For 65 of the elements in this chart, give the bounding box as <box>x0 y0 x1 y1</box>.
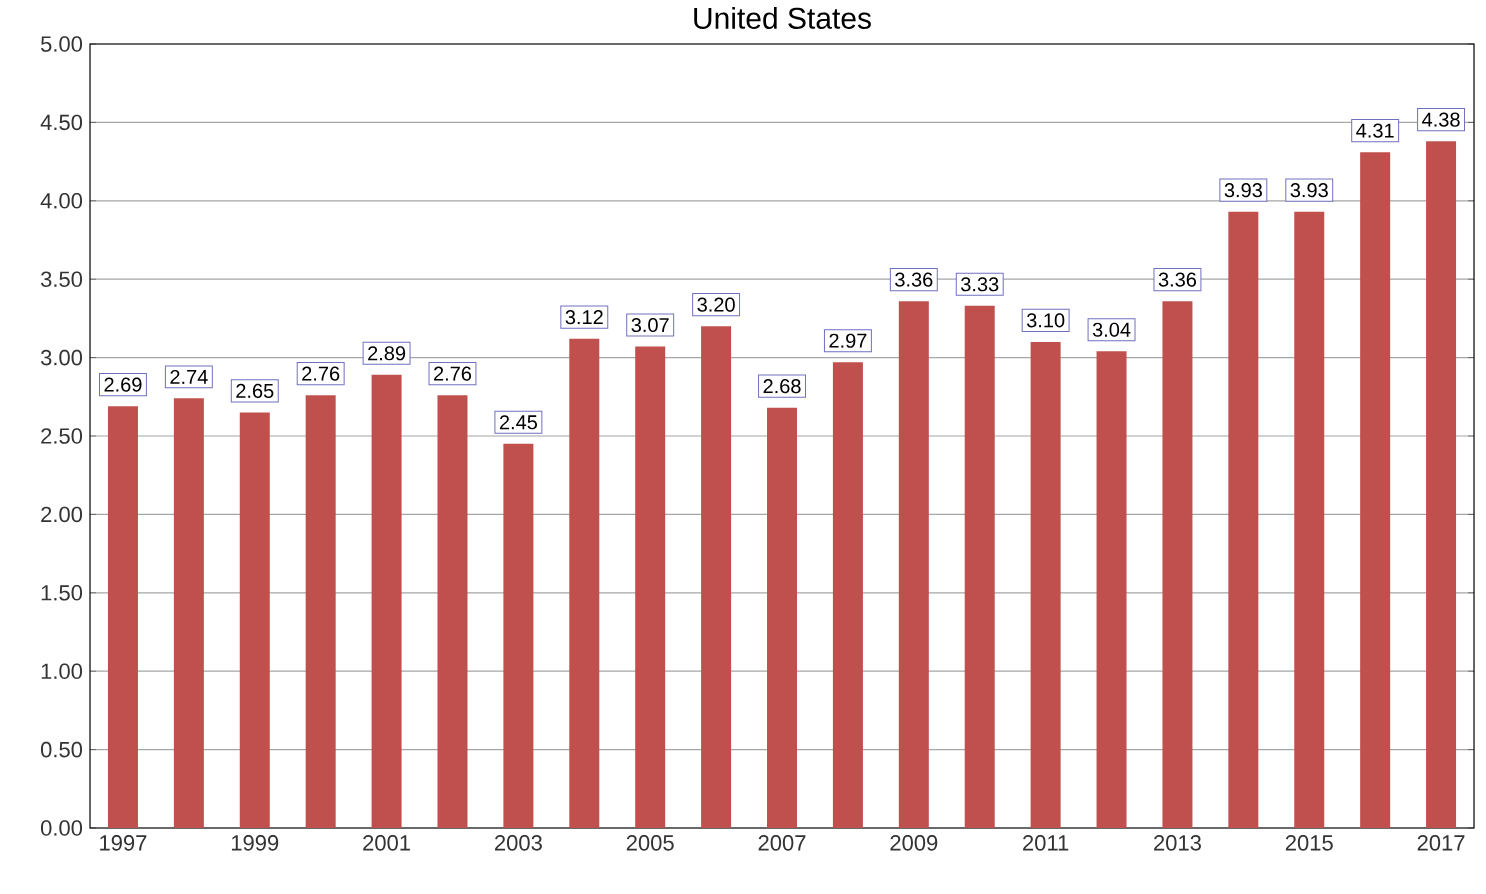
bar <box>371 374 402 828</box>
x-tick-label: 2017 <box>1417 835 1465 851</box>
x-tick-label: 2007 <box>758 835 806 851</box>
x-tick-label: 2001 <box>363 835 410 851</box>
bar <box>767 407 798 828</box>
data-label: 3.20 <box>697 297 735 312</box>
y-tick-label: 0.00 <box>40 820 83 836</box>
data-label: 3.93 <box>1224 183 1262 198</box>
data-label: 3.12 <box>565 310 603 325</box>
y-tick-label: 4.00 <box>40 193 83 209</box>
data-label: 2.97 <box>829 333 867 348</box>
data-label: 2.69 <box>104 377 142 392</box>
data-label: 3.10 <box>1026 313 1065 328</box>
y-tick-label: 5.00 <box>41 36 83 52</box>
y-tick-label: 1.50 <box>41 585 83 601</box>
bar <box>1030 341 1061 828</box>
bar <box>832 362 863 828</box>
y-tick-label: 2.00 <box>41 506 83 523</box>
x-tick-label: 2005 <box>626 835 674 851</box>
bar <box>1228 211 1259 828</box>
x-tick-label: 2013 <box>1154 835 1201 851</box>
data-label: 3.36 <box>1158 272 1197 287</box>
data-label: 4.31 <box>1356 123 1394 138</box>
data-label: 3.93 <box>1290 183 1328 198</box>
data-label: 2.76 <box>302 366 340 381</box>
bar <box>898 301 929 828</box>
data-label: 3.33 <box>961 277 999 292</box>
x-tick-label: 2011 <box>1023 835 1069 851</box>
data-label: 3.36 <box>895 272 933 287</box>
bar <box>1360 152 1391 828</box>
bar <box>635 346 666 828</box>
bar <box>1096 351 1127 828</box>
bar <box>1426 141 1457 828</box>
x-tick-label: 2003 <box>495 835 542 851</box>
data-label: 3.07 <box>631 317 669 333</box>
x-tick-label: 1999 <box>231 835 279 851</box>
bar <box>701 326 732 828</box>
data-label: 4.38 <box>1422 112 1460 127</box>
data-label: 2.68 <box>763 379 801 394</box>
y-tick-label: 3.50 <box>40 271 83 287</box>
bar <box>1294 211 1325 828</box>
data-label: 2.74 <box>170 369 208 384</box>
x-tick-label: 2009 <box>890 835 938 851</box>
bar <box>305 395 336 828</box>
x-tick-label: 2015 <box>1285 835 1333 851</box>
y-tick-label: 3.00 <box>40 349 83 366</box>
y-tick-label: 4.50 <box>40 114 83 131</box>
bar <box>437 395 468 828</box>
bar <box>239 412 270 828</box>
bar <box>569 338 600 828</box>
data-label: 2.65 <box>236 383 274 398</box>
chart-title: United States <box>694 6 871 29</box>
data-label: 3.04 <box>1092 322 1131 337</box>
data-label: 2.89 <box>368 346 406 361</box>
data-label: 2.76 <box>434 366 472 381</box>
y-tick-label: 0.50 <box>40 741 83 758</box>
bar <box>107 406 138 828</box>
bar <box>503 443 534 828</box>
data-label: 2.45 <box>499 415 538 430</box>
y-tick-label: 2.50 <box>41 428 83 444</box>
x-tick-label: 1997 <box>100 835 147 851</box>
bar <box>964 305 995 828</box>
bar <box>1162 301 1193 828</box>
y-tick-label: 1.00 <box>41 663 83 679</box>
bar <box>173 398 204 828</box>
